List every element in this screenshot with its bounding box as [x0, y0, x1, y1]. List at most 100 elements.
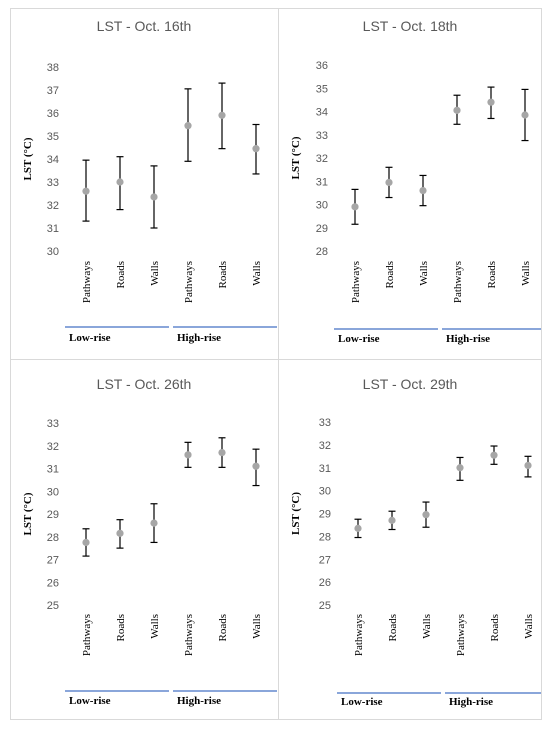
chart-title: LST - Oct. 29th	[363, 376, 458, 392]
y-tick-label: 28	[316, 246, 328, 258]
y-tick-label: 35	[316, 83, 328, 95]
y-tick-label: 37	[47, 85, 59, 97]
y-tick-label: 32	[47, 441, 59, 453]
chart-title: LST - Oct. 16th	[97, 18, 192, 34]
chart-panel-oct-26: LST - Oct. 26th LST (°C) 25 26 27 28 29 30 31 32 3…	[11, 360, 277, 718]
data-point	[116, 529, 124, 537]
data-point	[354, 524, 362, 532]
x-category-label: Pathways	[81, 614, 93, 656]
x-category-label: Pathways	[183, 614, 195, 656]
y-tick-label: 30	[319, 486, 331, 498]
x-category-label: Pathways	[81, 261, 93, 303]
data-point	[218, 448, 226, 457]
y-tick-label: 32	[319, 440, 331, 452]
y-tick-label: 25	[319, 600, 331, 612]
group-label: High-rise	[177, 332, 221, 344]
y-tick-label: 36	[316, 60, 328, 72]
x-category-label: Walls	[418, 261, 430, 286]
data-point	[487, 98, 495, 106]
y-axis-label: LST (°C)	[290, 136, 302, 179]
y-tick-label: 31	[319, 463, 331, 475]
y-tick-label: 36	[47, 108, 59, 120]
group-label: High-rise	[177, 695, 221, 707]
data-point	[184, 451, 192, 459]
x-category-label: Roads	[217, 261, 229, 289]
data-point	[524, 461, 532, 470]
y-tick-label: 32	[47, 200, 59, 212]
x-category-label: Walls	[520, 261, 532, 286]
y-tick-label: 31	[316, 176, 328, 188]
x-category-label: Roads	[384, 261, 396, 289]
data-point	[422, 511, 430, 519]
x-category-label: Pathways	[350, 261, 362, 303]
y-axis-label: LST (°C)	[22, 137, 34, 180]
y-tick-label: 33	[47, 177, 59, 189]
x-category-label: Roads	[115, 261, 127, 289]
x-category-label: Pathways	[183, 261, 195, 303]
data-point	[252, 145, 260, 153]
x-category-label: Walls	[523, 614, 535, 639]
data-point	[252, 462, 260, 470]
data-point	[521, 111, 529, 119]
chart-oct-18: LST - Oct. 18th LST (°C) 28 29 30 31 32 33 34 35 3…	[290, 18, 541, 345]
chart-oct-26: LST - Oct. 26th LST (°C) 25 26 27 28 29 30 31 32 3…	[22, 376, 277, 707]
chart-panel-oct-16: LST - Oct. 16th LST (°C) 30 31 32 33 34 35 36 37 3…	[11, 9, 277, 359]
chart-title: LST - Oct. 26th	[97, 376, 192, 392]
group-label: Low-rise	[69, 332, 111, 344]
panel-divider-horizontal	[11, 359, 541, 360]
y-tick-label: 32	[316, 153, 328, 165]
data-point	[490, 451, 498, 459]
group-label: Low-rise	[69, 695, 111, 707]
data-point	[351, 203, 359, 211]
y-tick-label: 38	[47, 62, 59, 74]
data-point	[116, 178, 124, 186]
x-category-label: Walls	[149, 261, 161, 286]
x-category-label: Pathways	[452, 261, 464, 303]
data-point	[419, 186, 427, 195]
y-tick-label: 30	[47, 246, 59, 258]
x-category-label: Walls	[149, 614, 161, 639]
panel-divider-vertical	[278, 9, 279, 719]
y-tick-label: 26	[319, 577, 331, 589]
x-category-label: Roads	[115, 614, 127, 642]
data-point	[218, 111, 226, 119]
data-point	[82, 187, 90, 195]
chart-oct-16: LST - Oct. 16th LST (°C) 30 31 32 33 34 35 36 37 3…	[22, 18, 277, 344]
group-label: Low-rise	[338, 333, 380, 345]
chart-panel-oct-18: LST - Oct. 18th LST (°C) 28 29 30 31 32 33 34 35 3…	[279, 9, 541, 359]
y-tick-label: 30	[47, 486, 59, 498]
y-tick-label: 35	[47, 131, 59, 143]
data-point	[456, 464, 464, 472]
chart-title: LST - Oct. 18th	[363, 18, 458, 34]
y-tick-label: 29	[319, 509, 331, 521]
y-tick-label: 33	[47, 418, 59, 430]
data-point	[150, 519, 158, 527]
x-category-label: Roads	[489, 614, 501, 642]
y-tick-label: 27	[47, 555, 59, 567]
y-tick-label: 26	[47, 577, 59, 589]
y-tick-label: 28	[47, 532, 59, 544]
y-tick-label: 27	[319, 554, 331, 566]
x-category-label: Walls	[421, 614, 433, 639]
y-tick-label: 33	[319, 417, 331, 429]
y-tick-label: 33	[316, 130, 328, 142]
group-label: High-rise	[446, 333, 490, 345]
data-point	[82, 538, 90, 547]
y-tick-label: 25	[47, 600, 59, 612]
chart-grid: LST - Oct. 16th LST (°C) 30 31 32 33 34 35 36 37 3…	[10, 8, 542, 720]
group-label: Low-rise	[341, 696, 383, 708]
y-tick-label: 31	[47, 464, 59, 476]
x-category-label: Walls	[251, 261, 263, 286]
data-point	[150, 193, 158, 201]
data-point	[453, 106, 461, 114]
x-category-label: Walls	[251, 614, 263, 639]
x-category-label: Roads	[486, 261, 498, 289]
x-category-label: Pathways	[455, 614, 467, 656]
y-tick-label: 31	[47, 223, 59, 235]
y-tick-label: 30	[316, 200, 328, 212]
y-tick-label: 29	[47, 509, 59, 521]
data-point	[184, 122, 192, 130]
y-tick-label: 34	[47, 154, 59, 166]
x-category-label: Roads	[217, 614, 229, 642]
y-tick-label: 28	[319, 531, 331, 543]
